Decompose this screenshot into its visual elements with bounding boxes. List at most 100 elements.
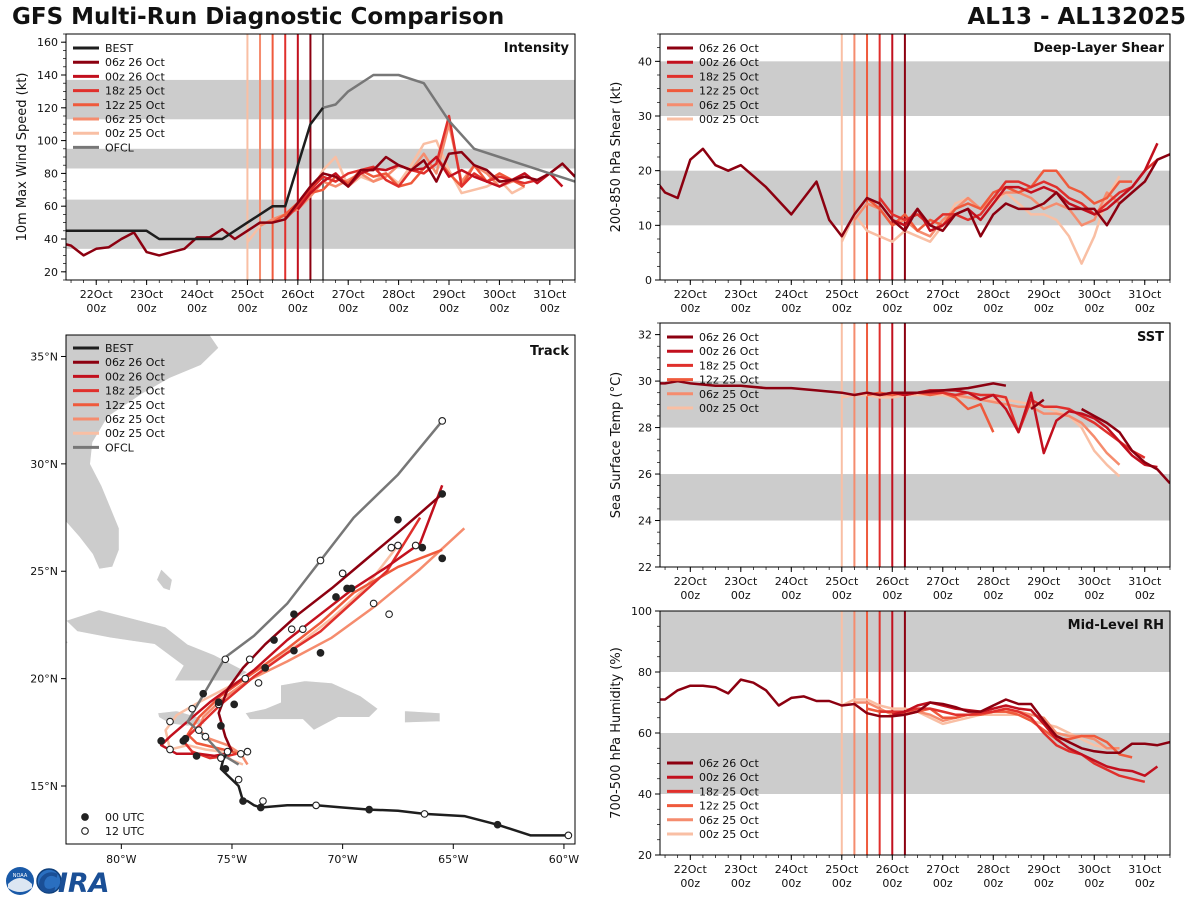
xtick-label: 75°W xyxy=(217,853,247,866)
xtick-label: 00z xyxy=(490,302,510,315)
legend-label: 00 UTC xyxy=(105,811,145,824)
xtick-label: 00z xyxy=(1084,589,1104,602)
xtick-label: 00z xyxy=(731,589,751,602)
xtick-label: 00z xyxy=(1084,877,1104,890)
marker-12utc xyxy=(236,749,245,758)
ylabel: 10m Max Wind Speed (kt) xyxy=(15,73,30,242)
xtick-label: 00z xyxy=(238,302,258,315)
xtick-label: 00z xyxy=(933,589,953,602)
ytick-label: 22 xyxy=(638,561,652,574)
xtick-label: 23Oct xyxy=(130,288,164,301)
series-line-OFCL xyxy=(322,73,575,183)
land-cuba xyxy=(66,609,249,682)
marker-12utc xyxy=(194,726,203,735)
legend-label: 18z 25 Oct xyxy=(699,785,759,798)
xtick-label: 25Oct xyxy=(825,863,859,876)
legend-label: 12 UTC xyxy=(105,825,145,838)
band-0 xyxy=(660,474,1170,521)
xtick-label: 22Oct xyxy=(80,288,114,301)
marker-00utc xyxy=(270,636,278,644)
ytick-label: 20°N xyxy=(30,673,58,686)
xtick-label: 27Oct xyxy=(332,288,366,301)
band-1 xyxy=(66,148,575,169)
xtick-label: 00z xyxy=(832,877,852,890)
ytick-label: 120 xyxy=(37,102,58,115)
xtick-label: 29Oct xyxy=(1027,575,1061,588)
xtick-label: 00z xyxy=(680,302,700,315)
legend-label: 06z 25 Oct xyxy=(105,413,165,426)
xtick-label: 00z xyxy=(1034,589,1054,602)
storm-id: AL13 - AL132025 xyxy=(967,4,1187,30)
marker-00utc xyxy=(239,797,247,805)
legend-label: 06z 26 Oct xyxy=(105,56,165,69)
xtick-label: 00z xyxy=(338,302,358,315)
marker-12utc xyxy=(316,556,325,565)
xtick-label: 70°W xyxy=(327,853,357,866)
marker-00utc xyxy=(230,700,239,709)
ytick-label: 140 xyxy=(37,69,58,82)
marker-00utc xyxy=(332,593,340,601)
xtick-label: 00z xyxy=(781,302,801,315)
legend-label: 12z 25 Oct xyxy=(699,800,759,813)
marker-00utc xyxy=(199,689,208,698)
axes-frame xyxy=(65,334,576,845)
marker-00utc xyxy=(365,805,374,814)
xtick-label: 27Oct xyxy=(926,575,960,588)
panel-shear: 01020304022Oct00z23Oct00z24Oct00z25Oct00… xyxy=(609,33,1171,315)
globe-icon xyxy=(36,868,62,894)
ytick-label: 10 xyxy=(638,219,652,232)
xtick-label: 00z xyxy=(933,302,953,315)
ytick-label: 24 xyxy=(638,515,652,528)
legend-label: 12z 25 Oct xyxy=(105,399,165,412)
track-series xyxy=(157,417,573,840)
xtick-label: 00z xyxy=(731,302,751,315)
cira-text: CIRA xyxy=(38,868,110,899)
legend-label: 18z 25 Oct xyxy=(105,85,165,98)
series-line-06z-26-Oct xyxy=(660,147,1170,238)
ytick-label: 20 xyxy=(44,266,58,279)
xtick-label: 00z xyxy=(680,877,700,890)
legend-label: 06z 25 Oct xyxy=(699,99,759,112)
panel-title: Deep-Layer Shear xyxy=(1033,41,1164,56)
xtick-label: 00z xyxy=(1034,302,1054,315)
legend-label: OFCL xyxy=(105,441,135,454)
xtick-label: 00z xyxy=(1135,877,1155,890)
marker-12utc xyxy=(217,754,225,762)
xtick-label: 22Oct xyxy=(674,575,708,588)
legend-label: 06z 26 Oct xyxy=(105,356,165,369)
marker-12utc xyxy=(338,569,347,578)
xtick-label: 29Oct xyxy=(1027,863,1061,876)
land-us-southeast xyxy=(66,335,220,570)
series-line-18z-25-Oct xyxy=(879,707,1146,784)
band-1 xyxy=(660,61,1170,116)
marker-12utc xyxy=(201,732,210,741)
marker-12utc xyxy=(254,679,263,687)
xtick-label: 25Oct xyxy=(825,288,859,301)
xtick-label: 23Oct xyxy=(724,288,758,301)
xtick-label: 00z xyxy=(439,302,459,315)
legend-label: 00z 26 Oct xyxy=(105,370,165,383)
marker-00utc xyxy=(217,722,225,730)
xtick-label: 00z xyxy=(1135,589,1155,602)
series-line-BEST xyxy=(66,107,324,241)
xtick-label: 28Oct xyxy=(977,288,1011,301)
legend-label: 18z 25 Oct xyxy=(105,385,165,398)
xtick-label: 00z xyxy=(781,877,801,890)
xtick-label: 00z xyxy=(540,302,560,315)
xtick-label: 26Oct xyxy=(281,288,315,301)
xtick-label: 24Oct xyxy=(775,575,809,588)
ytick-label: 80 xyxy=(638,666,652,679)
marker-12utc xyxy=(411,541,420,550)
legend-label: 00z 25 Oct xyxy=(699,828,759,841)
marker-00utc xyxy=(394,515,402,524)
ytick-label: 100 xyxy=(37,135,58,148)
marker-12utc xyxy=(564,831,573,840)
series-group xyxy=(66,73,575,257)
marker-12utc xyxy=(221,655,230,664)
xtick-label: 00z xyxy=(1135,302,1155,315)
marker-00utc xyxy=(438,554,447,563)
ytick-label: 100 xyxy=(631,605,652,618)
xtick-label: 00z xyxy=(288,302,308,315)
marker-00utc xyxy=(214,698,223,707)
